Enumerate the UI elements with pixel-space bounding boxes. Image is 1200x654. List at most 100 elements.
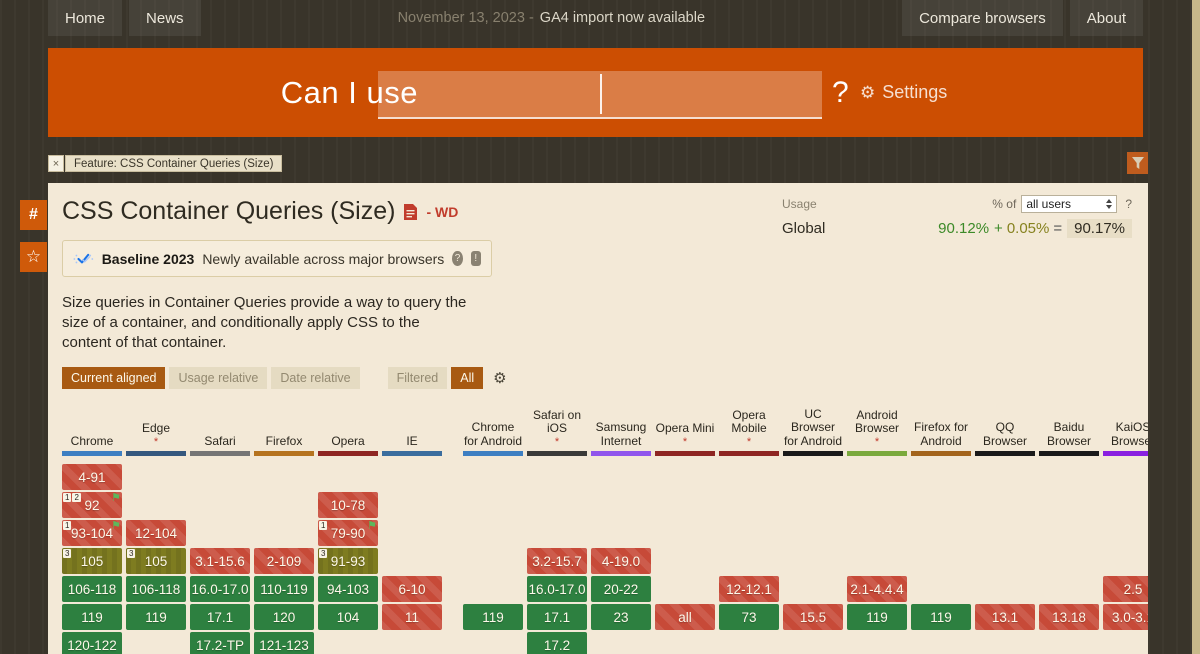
feature-search-input[interactable] bbox=[378, 71, 822, 119]
browser-column-ie: IE 6-10 11 bbox=[382, 393, 442, 630]
support-table: Chrome 4-91 92 1 2 ⚑ 93-104 1 ⚑ 105 3 106-118 119 120… bbox=[48, 393, 1148, 654]
support-cell[interactable]: 12-12.1 bbox=[719, 576, 779, 602]
control-current-aligned[interactable]: Current aligned bbox=[62, 367, 166, 389]
spec-status[interactable]: - WD bbox=[426, 203, 459, 220]
spec-document-icon[interactable] bbox=[404, 203, 418, 220]
browser-column-firefox-for-android: Firefox for Android 119 bbox=[911, 393, 971, 630]
note-badge: 1 bbox=[63, 521, 72, 530]
support-cell[interactable]: 17.1 bbox=[190, 604, 250, 630]
browser-column-android-browser: Android Browser * 2.1-4.4.4 119 bbox=[847, 393, 907, 630]
usage-label: Usage bbox=[782, 197, 817, 211]
support-cell[interactable]: 105 3 bbox=[126, 548, 186, 574]
table-settings-gear-icon[interactable]: ⚙ bbox=[493, 370, 507, 387]
usage-block: Usage % of all users ? Global 90.12% + 0… bbox=[782, 195, 1132, 238]
control-date-relative[interactable]: Date relative bbox=[271, 367, 360, 389]
support-cell[interactable]: 4-19.0 bbox=[591, 548, 651, 574]
support-cell[interactable]: 79-90 1 ⚑ bbox=[318, 520, 378, 546]
browser-column-opera: Opera 10-78 79-90 1 ⚑ 91-93 3 94-103 104 bbox=[318, 393, 378, 630]
baseline-feedback-icon[interactable]: ! bbox=[470, 251, 481, 266]
support-cell[interactable]: 13.18 bbox=[1039, 604, 1099, 630]
browser-underline bbox=[254, 451, 314, 456]
usage-help-icon[interactable]: ? bbox=[1125, 197, 1132, 211]
support-cell[interactable]: 16.0-17.0 bbox=[527, 576, 587, 602]
control-usage-relative[interactable]: Usage relative bbox=[169, 367, 268, 389]
baseline-help-icon[interactable]: ? bbox=[452, 251, 463, 266]
remove-feature-filter-button[interactable]: × bbox=[48, 155, 64, 172]
control-filtered[interactable]: Filtered bbox=[387, 367, 448, 389]
support-cell[interactable]: 119 bbox=[847, 604, 907, 630]
support-cell[interactable]: 4-91 bbox=[62, 464, 122, 490]
news-title: GA4 import now available bbox=[539, 10, 706, 26]
support-cell[interactable]: 121-123 bbox=[254, 632, 314, 654]
browser-underline bbox=[591, 451, 651, 456]
browser-underline bbox=[655, 451, 715, 456]
favorite-button[interactable]: ☆ bbox=[20, 242, 47, 272]
nav-news[interactable]: News bbox=[129, 0, 201, 36]
support-cell[interactable]: 92 1 2 ⚑ bbox=[62, 492, 122, 518]
support-cell[interactable]: 106-118 bbox=[62, 576, 122, 602]
browser-underline bbox=[382, 451, 442, 456]
filter-button[interactable] bbox=[1127, 152, 1148, 174]
support-cell[interactable]: 120 bbox=[254, 604, 314, 630]
support-cell[interactable]: 17.2-TP bbox=[190, 632, 250, 654]
flag-icon: ⚑ bbox=[111, 492, 121, 504]
site-logo[interactable]: Can I use bbox=[280, 74, 418, 110]
support-cell[interactable]: 10-78 bbox=[318, 492, 378, 518]
support-cell[interactable]: 104 bbox=[318, 604, 378, 630]
support-cell[interactable]: 3.2-15.7 bbox=[527, 548, 587, 574]
support-cell[interactable]: 3.0-3.1 bbox=[1103, 604, 1148, 630]
browser-underline bbox=[1103, 451, 1148, 456]
support-cell[interactable]: 17.2 bbox=[527, 632, 587, 654]
support-cell[interactable]: 6-10 bbox=[382, 576, 442, 602]
browser-header: QQ Browser bbox=[982, 420, 1027, 448]
support-cell[interactable]: 16.0-17.0 bbox=[190, 576, 250, 602]
support-cell[interactable]: 20-22 bbox=[591, 576, 651, 602]
support-cell[interactable]: 3.1-15.6 bbox=[190, 548, 250, 574]
support-cell[interactable]: 11 bbox=[382, 604, 442, 630]
browser-underline bbox=[847, 451, 907, 456]
browser-underline bbox=[783, 451, 843, 456]
browser-underline bbox=[719, 451, 779, 456]
support-cell[interactable]: 2.1-4.4.4 bbox=[847, 576, 907, 602]
browser-column-chrome: Chrome 4-91 92 1 2 ⚑ 93-104 1 ⚑ 105 3 106-118 119 120… bbox=[62, 393, 122, 654]
support-cell[interactable]: 13.1 bbox=[975, 604, 1035, 630]
baseline-banner: Baseline 2023 Newly available across maj… bbox=[62, 240, 492, 277]
support-cell[interactable]: 91-93 3 bbox=[318, 548, 378, 574]
control-all[interactable]: All bbox=[451, 367, 484, 389]
nav-compare-browsers[interactable]: Compare browsers bbox=[902, 0, 1063, 36]
support-cell[interactable]: 73 bbox=[719, 604, 779, 630]
support-cell[interactable]: 110-119 bbox=[254, 576, 314, 602]
support-cell[interactable]: 12-104 bbox=[126, 520, 186, 546]
nav-about[interactable]: About bbox=[1069, 0, 1143, 36]
browser-column-opera-mobile: Opera Mobile * 12-12.1 73 bbox=[719, 393, 779, 630]
support-cell[interactable]: 23 bbox=[591, 604, 651, 630]
support-cell[interactable]: 93-104 1 ⚑ bbox=[62, 520, 122, 546]
support-cell[interactable]: 105 3 bbox=[62, 548, 122, 574]
support-cell[interactable]: all bbox=[655, 604, 715, 630]
usage-source-select[interactable]: all users bbox=[1021, 195, 1118, 213]
browser-header: Chrome bbox=[70, 433, 114, 448]
support-cell[interactable]: 119 bbox=[62, 604, 122, 630]
support-cell[interactable]: 2.5 bbox=[1103, 576, 1148, 602]
news-banner-link[interactable]: November 13, 2023 - GA4 import now avail… bbox=[208, 0, 896, 36]
support-cell[interactable]: 15.5 bbox=[783, 604, 843, 630]
permalink-button[interactable]: # bbox=[20, 200, 47, 230]
scrollbar[interactable] bbox=[1192, 0, 1200, 654]
browser-underline bbox=[126, 451, 186, 456]
support-cell[interactable]: 119 bbox=[463, 604, 523, 630]
support-cell[interactable]: 2-109 bbox=[254, 548, 314, 574]
support-cell[interactable]: 119 bbox=[126, 604, 186, 630]
page-title: CSS Container Queries (Size) bbox=[62, 197, 396, 225]
note-badge: 1 bbox=[63, 493, 72, 502]
support-cell[interactable]: 94-103 bbox=[318, 576, 378, 602]
settings-button[interactable]: ⚙ Settings bbox=[860, 82, 947, 103]
support-cell[interactable]: 106-118 bbox=[126, 576, 186, 602]
top-navigation: Home News November 13, 2023 - GA4 import… bbox=[48, 0, 1143, 36]
nav-home[interactable]: Home bbox=[48, 0, 123, 36]
support-cell[interactable]: 120-122 bbox=[62, 632, 122, 654]
browser-header: Baidu Browser bbox=[1046, 420, 1091, 448]
settings-label: Settings bbox=[882, 82, 948, 102]
support-cell[interactable]: 17.1 bbox=[527, 604, 587, 630]
browser-column-safari-on-ios: Safari on iOS * 3.2-15.7 16.0-17.0 17.1 17.2 bbox=[527, 393, 587, 654]
support-cell[interactable]: 119 bbox=[911, 604, 971, 630]
